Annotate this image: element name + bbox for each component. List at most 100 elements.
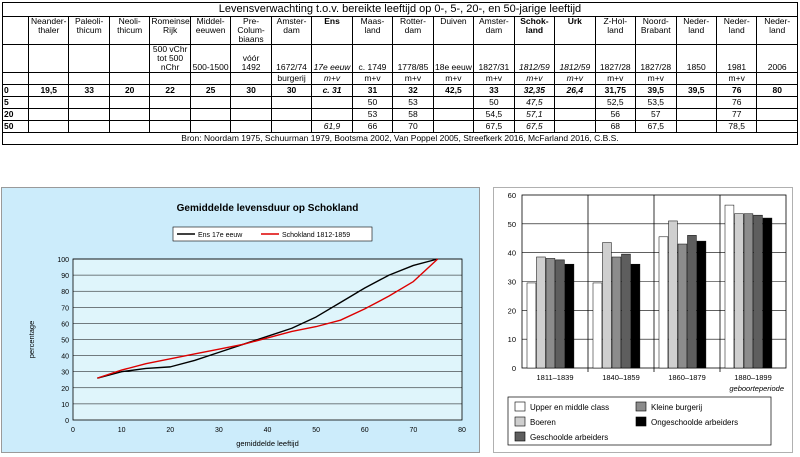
table-cell: 32 xyxy=(392,84,434,97)
table-cell: 67,5 xyxy=(635,120,677,133)
column-header: Paleoli-thicum xyxy=(68,16,110,45)
column-header: Ens xyxy=(311,16,353,45)
column-period: 1812/59 xyxy=(513,44,556,73)
table-cell xyxy=(675,108,717,121)
life-expectancy-table-panel: Levensverwachting t.o.v. bereikte leefti… xyxy=(2,2,798,145)
table-title-row: Levensverwachting t.o.v. bereikte leefti… xyxy=(2,2,798,17)
table-cell xyxy=(432,120,475,133)
column-header: Duiven xyxy=(432,16,475,45)
row-age-label: 5 xyxy=(2,96,29,109)
x-tick-label: 60 xyxy=(361,427,369,434)
column-unit: m+v xyxy=(392,72,434,85)
column-header: Z-Hol-land xyxy=(594,16,637,45)
table-cell xyxy=(189,96,232,109)
column-unit: m+v xyxy=(513,72,556,85)
table-cell: 58 xyxy=(392,108,434,121)
bar xyxy=(602,242,612,369)
column-header: Amster-dam xyxy=(270,16,313,45)
table-cell: 57 xyxy=(635,108,677,121)
series-line xyxy=(97,258,438,379)
table-cell xyxy=(149,96,191,109)
table-cell: 25 xyxy=(189,84,232,97)
y-tick-label: 0 xyxy=(65,418,69,425)
column-header: Neder-land xyxy=(715,16,758,45)
table-cell: 22 xyxy=(149,84,191,97)
y-tick-label: 60 xyxy=(508,191,516,200)
bar xyxy=(526,282,537,369)
y-tick-label: 10 xyxy=(508,335,516,344)
column-unit: m+v xyxy=(311,72,353,85)
table-cell: 39,5 xyxy=(675,84,717,97)
life-expectancy-table: Levensverwachting t.o.v. bereikte leefti… xyxy=(2,2,798,145)
legend-label: Schokland 1812-1859 xyxy=(282,232,350,239)
table-cell xyxy=(27,96,70,109)
bar xyxy=(696,240,707,369)
y-axis-label: percentage xyxy=(27,321,36,359)
legend-label: Ens 17e eeuw xyxy=(198,232,243,239)
x-tick-label: 10 xyxy=(118,427,126,434)
bar xyxy=(611,256,622,369)
column-period: 1981 xyxy=(715,44,758,73)
table-cell: 30 xyxy=(270,84,313,97)
legend-label: Ongeschoolde arbeiders xyxy=(651,418,738,427)
row-age-label: 50 xyxy=(2,120,29,133)
table-cell: 33 xyxy=(68,84,110,97)
table-cell: 76 xyxy=(715,96,758,109)
table-cell xyxy=(311,108,353,121)
table-cell xyxy=(554,96,596,109)
bar xyxy=(753,214,763,369)
table-corner-cell xyxy=(2,44,29,73)
column-period: 2006 xyxy=(756,44,798,73)
column-unit xyxy=(675,72,717,85)
series-line xyxy=(97,258,439,379)
table-cell: 19,5 xyxy=(27,84,70,97)
column-header: Amster-dam xyxy=(473,16,515,45)
table-cell: 53 xyxy=(392,96,434,109)
x-tick-label: 30 xyxy=(215,427,223,434)
legend-swatch xyxy=(514,431,526,442)
x-tick-label: 1840–1859 xyxy=(602,373,640,382)
column-period: 500-1500 xyxy=(189,44,232,73)
column-unit: m+v xyxy=(351,72,394,85)
table-cell: 53,5 xyxy=(635,96,677,109)
line-chart-panel: 0 10 20 30 40 50 60 70 80 90 100 0 10 20 30 40 50 60 70 80 G… xyxy=(1,187,480,453)
x-tick-label: 40 xyxy=(264,427,272,434)
table-cell: 50 xyxy=(351,96,394,109)
column-period: 1778/85 xyxy=(392,44,434,73)
bar xyxy=(630,263,641,369)
bar xyxy=(724,204,735,369)
table-cell xyxy=(311,96,353,109)
y-tick-label: 100 xyxy=(57,257,69,264)
bar xyxy=(668,220,678,369)
table-period-row: 500 vChr tot 500 nChr 500-1500 vóór 1492 16… xyxy=(2,44,798,73)
column-unit xyxy=(756,72,798,85)
table-row: 0 19,5 33 20 22 25 30 30 c. 31 31 32 42,5 33 32,35 26,… xyxy=(2,84,798,97)
table-cell: 67,5 xyxy=(513,120,556,133)
bar-chart-panel: 0 10 20 30 40 50 60 1811–1839 1840–1859 1860–1879… xyxy=(493,187,793,453)
column-header: Rotter-dam xyxy=(392,16,434,45)
column-period: 1812/59 xyxy=(554,44,596,73)
x-tick-label: 0 xyxy=(71,427,75,434)
table-cell: 77 xyxy=(715,108,758,121)
table-cell xyxy=(675,120,717,133)
column-period: c. 1749 xyxy=(351,44,394,73)
column-header: Noord-Brabant xyxy=(635,16,677,45)
column-period: 1850 xyxy=(675,44,717,73)
legend-swatch xyxy=(514,416,526,427)
table-cell: 32,35 xyxy=(513,84,556,97)
column-period: 18e eeuw xyxy=(432,44,475,73)
y-tick-label: 40 xyxy=(61,354,69,361)
table-cell xyxy=(756,96,798,109)
bar xyxy=(762,217,773,369)
y-tick-label: 10 xyxy=(61,402,69,409)
table-cell: c. 31 xyxy=(311,84,353,97)
legend-label: Upper en middle class xyxy=(530,403,609,412)
column-unit: m+v xyxy=(432,72,475,85)
table-cell: 54,5 xyxy=(473,108,515,121)
column-header: Neder-land xyxy=(756,16,798,45)
column-unit xyxy=(27,72,70,85)
table-cell xyxy=(68,108,110,121)
column-period: 1827/28 xyxy=(635,44,677,73)
bar xyxy=(555,259,565,369)
table-cell: 31,75 xyxy=(594,84,637,97)
